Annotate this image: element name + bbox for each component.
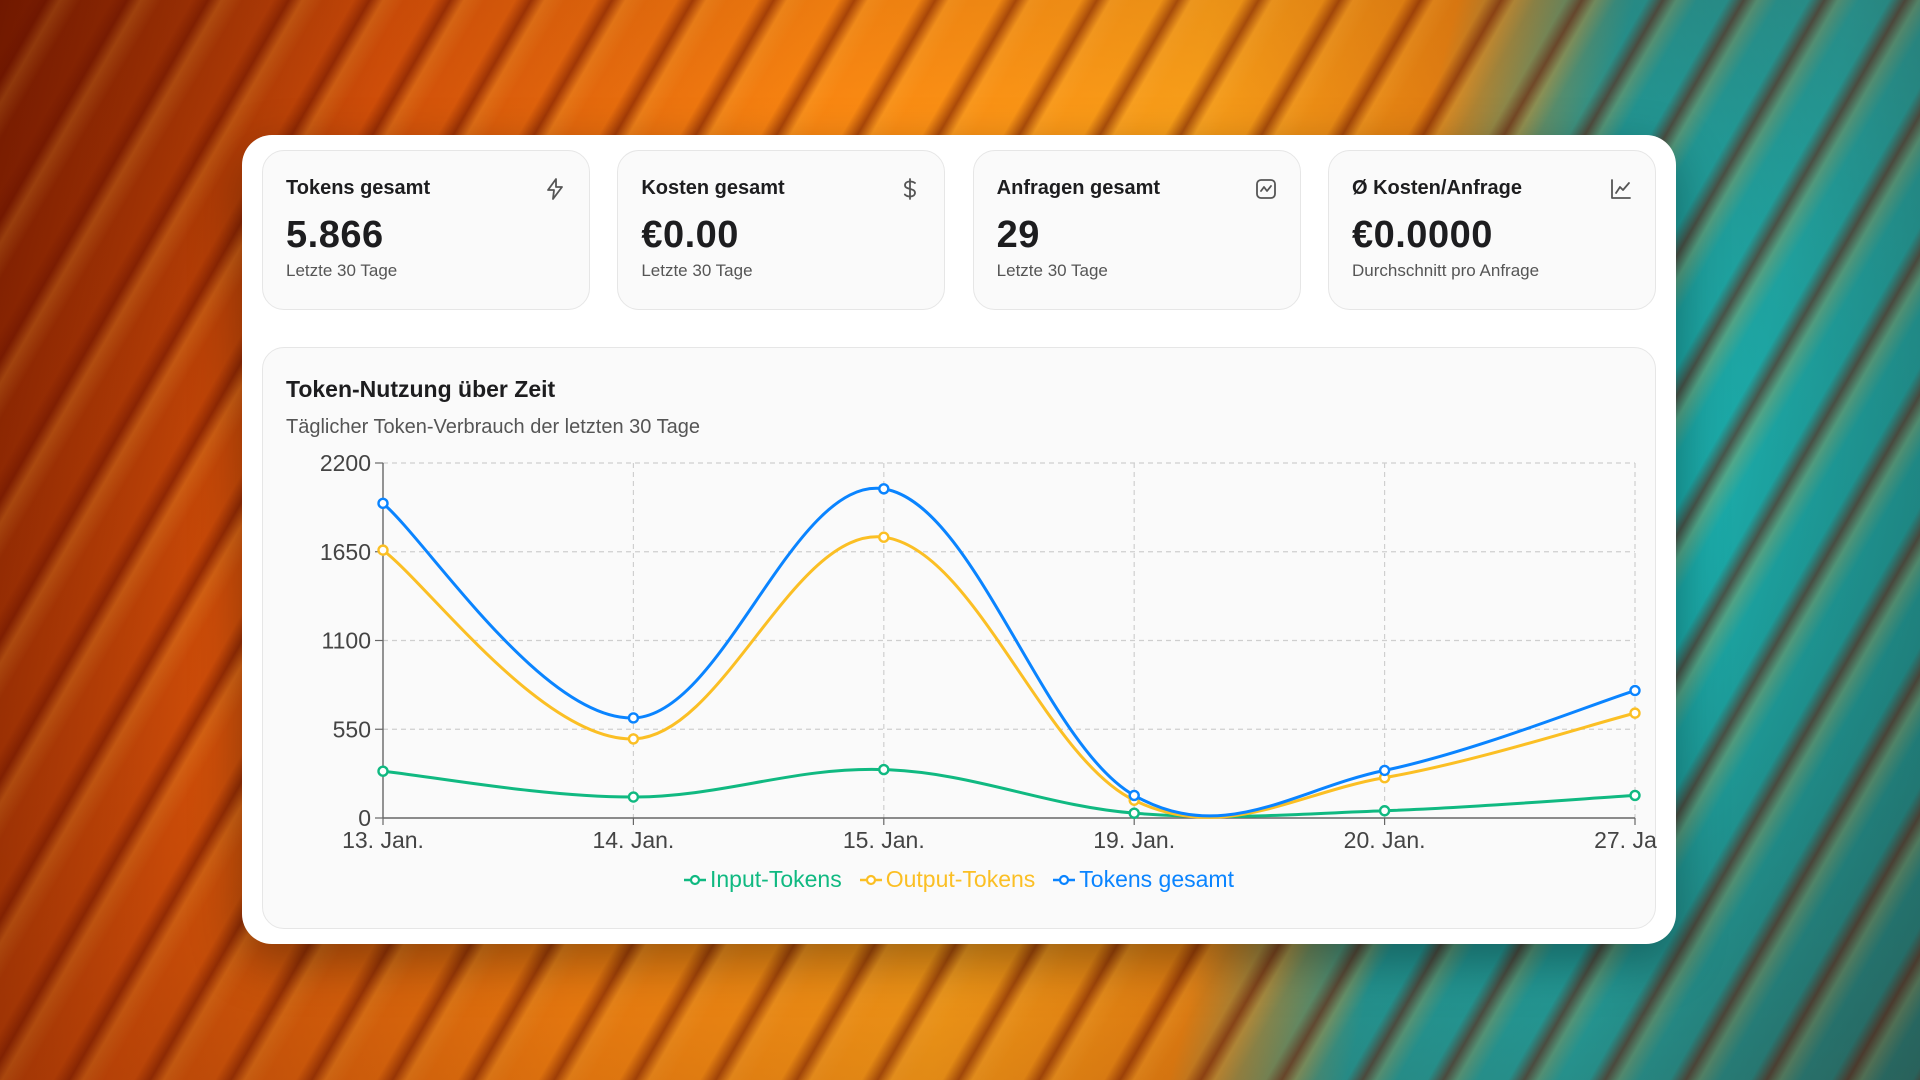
x-tick-label: 19. Jan. — [1093, 827, 1175, 853]
legend-item[interactable]: Tokens gesamt — [1053, 866, 1234, 893]
series-line-2 — [382, 487, 1636, 818]
legend-label: Tokens gesamt — [1079, 866, 1234, 892]
lightning-icon — [547, 178, 563, 200]
line-chart-icon — [1611, 179, 1631, 199]
data-point — [627, 791, 640, 803]
stat-card-value: 29 — [996, 214, 1040, 256]
series-line-1 — [382, 535, 1636, 819]
data-point — [377, 497, 389, 510]
stat-card-value: 5.866 — [286, 214, 384, 256]
y-tick-label: 1650 — [320, 539, 371, 565]
stat-card-title: Anfragen gesamt — [996, 177, 1161, 199]
data-point — [1629, 789, 1641, 802]
data-point — [627, 712, 640, 724]
token-usage-line-chart: 0 550 1100 1650 2200 13. Jan. 14. Jan. 15. Jan.… — [320, 450, 1657, 853]
stat-card-avg-cost: Ø Kosten/Anfrage €0.0000 Durchschnitt pr… — [1327, 150, 1656, 310]
data-point — [1128, 789, 1140, 802]
legend-marker-icon — [859, 874, 882, 885]
chart-title: Token-Nutzung über Zeit — [286, 376, 556, 402]
chart-subtitle: Täglicher Token-Verbrauch der letzten 30… — [286, 416, 700, 438]
legend-marker-icon — [684, 874, 706, 885]
x-tick-label: 13. Jan. — [342, 827, 424, 853]
legend-marker-icon — [1053, 874, 1076, 885]
y-tick-label: 2200 — [320, 450, 371, 476]
token-usage-chart-card: Token-Nutzung über Zeit Täglicher Token-… — [262, 347, 1657, 929]
stat-card-subtitle: Letzte 30 Tage — [286, 261, 398, 280]
data-point — [1629, 707, 1641, 719]
stat-card-tokens: Tokens gesamt 5.866 Letzte 30 Tage — [262, 150, 590, 310]
x-tick-label: 15. Jan. — [843, 827, 925, 853]
stat-card-subtitle: Durchschnitt pro Anfrage — [1351, 261, 1540, 280]
y-tick-label: 550 — [333, 716, 371, 742]
data-point — [1629, 684, 1641, 697]
data-point — [377, 765, 389, 777]
data-point — [878, 531, 890, 543]
data-point — [878, 483, 890, 495]
legend-label: Input-Tokens — [710, 866, 842, 892]
stat-card-costs: Kosten gesamt €0.00 Letzte 30 Tage — [617, 150, 946, 310]
legend-item[interactable]: Input-Tokens — [684, 866, 842, 893]
data-point — [1378, 805, 1391, 817]
x-tick-label: 20. Jan. — [1344, 827, 1426, 853]
stat-card-subtitle: Letzte 30 Tage — [641, 261, 753, 280]
data-point — [627, 733, 640, 745]
x-tick-label: 27. Jan. — [1594, 827, 1657, 853]
stat-cards: Tokens gesamt 5.866 Letzte 30 Tage Koste… — [262, 150, 1656, 310]
data-point — [377, 544, 389, 556]
stat-card-requests: Anfragen gesamt 29 Letzte 30 Tage — [972, 150, 1301, 310]
dashboard-panel: Tokens gesamt 5.866 Letzte 30 Tage Koste… — [242, 135, 1676, 944]
stat-card-value: €0.00 — [641, 214, 739, 256]
legend-item[interactable]: Output-Tokens — [859, 866, 1036, 893]
stat-card-title: Ø Kosten/Anfrage — [1351, 177, 1523, 199]
data-point — [1128, 807, 1140, 819]
stat-card-title: Kosten gesamt — [641, 177, 785, 199]
x-tick-label: 14. Jan. — [592, 827, 674, 853]
activity-icon — [1255, 179, 1276, 199]
stat-card-title: Tokens gesamt — [286, 177, 431, 199]
dollar-icon — [904, 178, 917, 200]
chart-legend: Input-Tokens Output-Tokens Tokens gesamt — [263, 866, 1655, 893]
y-tick-label: 0 — [358, 805, 371, 831]
stat-card-subtitle: Letzte 30 Tage — [996, 261, 1108, 280]
stat-card-value: €0.0000 — [1351, 214, 1493, 256]
data-point — [1378, 764, 1391, 777]
legend-label: Output-Tokens — [885, 866, 1036, 892]
series-line-0 — [382, 767, 1636, 819]
y-tick-label: 1100 — [322, 628, 371, 654]
data-point — [878, 763, 890, 776]
